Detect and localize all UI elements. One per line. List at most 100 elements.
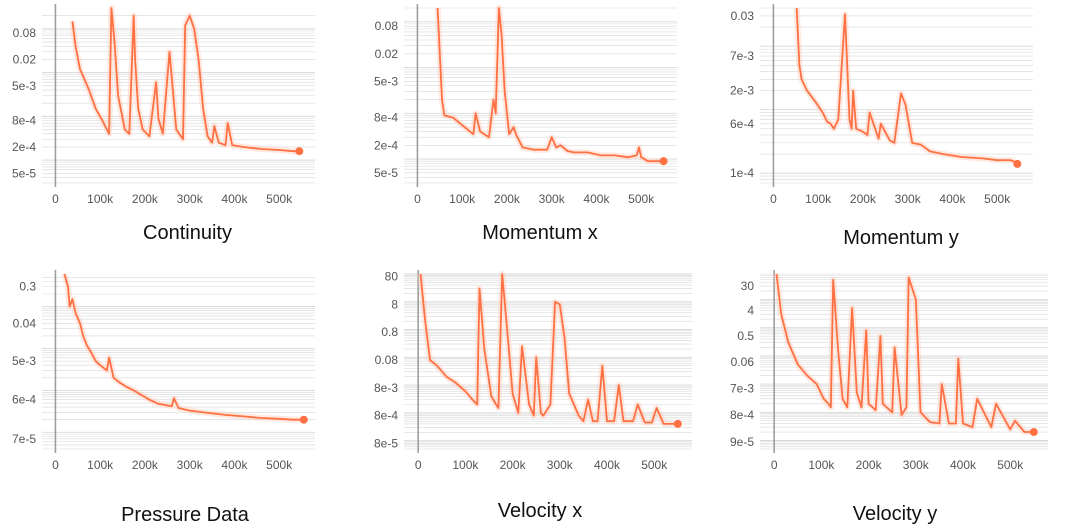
chart-title-velocity-x: Velocity x	[497, 500, 583, 522]
continuity-series-line	[71, 7, 300, 153]
velocity-y-ytick-label: 30	[741, 279, 755, 293]
momentum-x-xtick-label: 200k	[494, 192, 521, 206]
pressure-data-xtick-label: 200k	[132, 458, 159, 472]
chart-velocity-y: 30 4 0.5 0.06 7e-3 8e-4 9e-5 0 100k 200k 300k 400k 5…	[730, 270, 1048, 472]
momentum-y-xtick-label: 500k	[984, 192, 1011, 206]
chart-panel-pressure-data: 0.3 0.04 5e-3 6e-4 7e-5 0 100k 200k 300k 400k 500k	[0, 266, 325, 481]
momentum-y-xtick-label: 0	[770, 192, 777, 206]
velocity-y-ytick-label: 0.5	[737, 329, 754, 343]
momentum-y-ytick-label: 0.03	[731, 9, 755, 23]
pressure-data-xtick-label: 300k	[177, 458, 204, 472]
momentum-x-ytick-label: 5e-3	[374, 74, 398, 88]
continuity-xtick-label: 100k	[87, 192, 114, 206]
velocity-y-xtick-label: 100k	[808, 458, 835, 472]
chart-title-continuity: Continuity	[143, 222, 232, 244]
velocity-x-ytick-label: 0.08	[375, 353, 399, 367]
pressure-data-series-band	[61, 273, 304, 423]
pressure-data-ytick-label: 6e-4	[12, 393, 36, 407]
velocity-y-xtick-label: 500k	[997, 458, 1024, 472]
momentum-x-ytick-label: 0.02	[375, 47, 399, 61]
momentum-y-ytick-label: 2e-3	[730, 84, 754, 98]
continuity-xtick-label: 0	[52, 192, 59, 206]
pressure-data-ytick-label: 7e-5	[12, 432, 36, 446]
pressure-data-xtick-label: 0	[52, 458, 59, 472]
chart-title-momentum-y: Momentum y	[843, 227, 959, 249]
velocity-y-ytick-label: 4	[747, 304, 754, 318]
momentum-y-xtick-label: 300k	[895, 192, 922, 206]
continuity-ytick-label: 5e-3	[12, 79, 36, 93]
velocity-y-ytick-label: 7e-3	[730, 381, 754, 395]
pressure-data-xtick-label: 100k	[87, 458, 114, 472]
momentum-y-series-line	[795, 7, 1018, 165]
velocity-x-ytick-label: 8e-4	[374, 409, 398, 423]
momentum-x-minor-grid	[404, 7, 677, 184]
velocity-y-last-point	[1029, 428, 1038, 437]
momentum-x-ytick-label: 5e-5	[374, 166, 398, 180]
velocity-y-xtick-label: 400k	[950, 458, 977, 472]
chart-panel-momentum-y: 0.03 7e-3 2e-3 6e-4 1e-4 0 100k 200k 300k 400k 500…	[718, 0, 1043, 215]
chart-momentum-y: 0.03 7e-3 2e-3 6e-4 1e-4 0 100k 200k 300k 400k 500…	[730, 4, 1033, 206]
velocity-y-ytick-label: 0.06	[731, 355, 755, 369]
momentum-x-xtick-label: 500k	[628, 192, 655, 206]
continuity-ytick-label: 2e-4	[12, 140, 36, 154]
chart-title-pressure-data: Pressure Data	[121, 504, 249, 526]
chart-velocity-x: 80 8 0.8 0.08 8e-3 8e-4 8e-5 0 100k 200k 300k 400k 5…	[374, 270, 692, 472]
momentum-y-ytick-label: 6e-4	[730, 117, 754, 131]
continuity-xtick-label: 500k	[266, 192, 293, 206]
chart-continuity: 0.08 0.02 5e-3 8e-4 2e-4 5e-5 0 100k 200k 300k 400…	[12, 4, 315, 206]
chart-momentum-x: 0.08 0.02 5e-3 8e-4 2e-4 5e-5 0 100k 200k 300k 400…	[374, 4, 677, 206]
continuity-ytick-label: 8e-4	[12, 114, 36, 128]
velocity-x-ytick-label: 0.8	[381, 325, 398, 339]
chart-panel-continuity: 0.08 0.02 5e-3 8e-4 2e-4 5e-5 0 100k 200k 300k 400…	[0, 0, 325, 215]
momentum-x-xtick-label: 0	[414, 192, 421, 206]
velocity-y-xtick-label: 300k	[903, 458, 930, 472]
velocity-x-xtick-label: 400k	[594, 458, 621, 472]
momentum-x-ytick-label: 0.08	[375, 19, 399, 33]
velocity-x-ytick-label: 80	[385, 270, 399, 284]
velocity-x-ytick-label: 8e-3	[374, 381, 398, 395]
velocity-y-ytick-label: 8e-4	[730, 408, 754, 422]
velocity-x-xtick-label: 200k	[500, 458, 527, 472]
velocity-y-xtick-label: 0	[771, 458, 778, 472]
velocity-x-minor-grid	[404, 273, 692, 450]
pressure-data-xtick-label: 400k	[221, 458, 248, 472]
velocity-y-xtick-label: 200k	[856, 458, 883, 472]
pressure-data-ytick-label: 0.04	[13, 316, 37, 330]
pressure-data-last-point	[299, 415, 308, 424]
continuity-last-point	[295, 147, 304, 156]
momentum-x-xtick-label: 100k	[449, 192, 476, 206]
continuity-xtick-label: 200k	[132, 192, 159, 206]
chart-panel-momentum-x: 0.08 0.02 5e-3 8e-4 2e-4 5e-5 0 100k 200k 300k 400…	[362, 0, 687, 215]
momentum-x-xtick-label: 400k	[583, 192, 610, 206]
velocity-y-ytick-label: 9e-5	[730, 435, 754, 449]
momentum-y-xtick-label: 200k	[850, 192, 877, 206]
velocity-x-last-point	[673, 419, 682, 428]
momentum-x-last-point	[659, 157, 668, 166]
momentum-y-minor-grid	[760, 7, 1033, 184]
chart-panel-velocity-x: 80 8 0.8 0.08 8e-3 8e-4 8e-5 0 100k 200k 300k 400k 5…	[362, 266, 702, 481]
momentum-y-xtick-label: 400k	[939, 192, 966, 206]
velocity-x-xtick-label: 300k	[547, 458, 574, 472]
chart-title-momentum-x: Momentum x	[482, 222, 598, 244]
momentum-y-ytick-label: 7e-3	[730, 49, 754, 63]
continuity-minor-grid	[42, 15, 315, 184]
chart-panel-velocity-y: 30 4 0.5 0.06 7e-3 8e-4 9e-5 0 100k 200k 300k 400k 5…	[718, 266, 1058, 481]
pressure-data-ytick-label: 0.3	[19, 280, 36, 294]
momentum-y-last-point	[1013, 159, 1022, 168]
velocity-x-xtick-label: 0	[415, 458, 422, 472]
velocity-y-minor-grid	[760, 273, 1048, 450]
momentum-x-ytick-label: 8e-4	[374, 111, 398, 125]
pressure-data-xtick-label: 500k	[266, 458, 293, 472]
momentum-x-ytick-label: 2e-4	[374, 138, 398, 152]
momentum-y-series-band	[793, 7, 1020, 167]
momentum-x-series-line	[436, 7, 664, 163]
velocity-x-ytick-label: 8	[391, 297, 398, 311]
momentum-y-xtick-label: 100k	[805, 192, 832, 206]
momentum-x-xtick-label: 300k	[539, 192, 566, 206]
continuity-ytick-label: 0.02	[13, 52, 37, 66]
continuity-ytick-label: 0.08	[13, 26, 37, 40]
velocity-x-xtick-label: 500k	[641, 458, 668, 472]
chart-pressure-data: 0.3 0.04 5e-3 6e-4 7e-5 0 100k 200k 300k 400k 500k	[12, 270, 315, 472]
momentum-y-ytick-label: 1e-4	[730, 166, 754, 180]
velocity-y-series-line	[775, 273, 1034, 433]
